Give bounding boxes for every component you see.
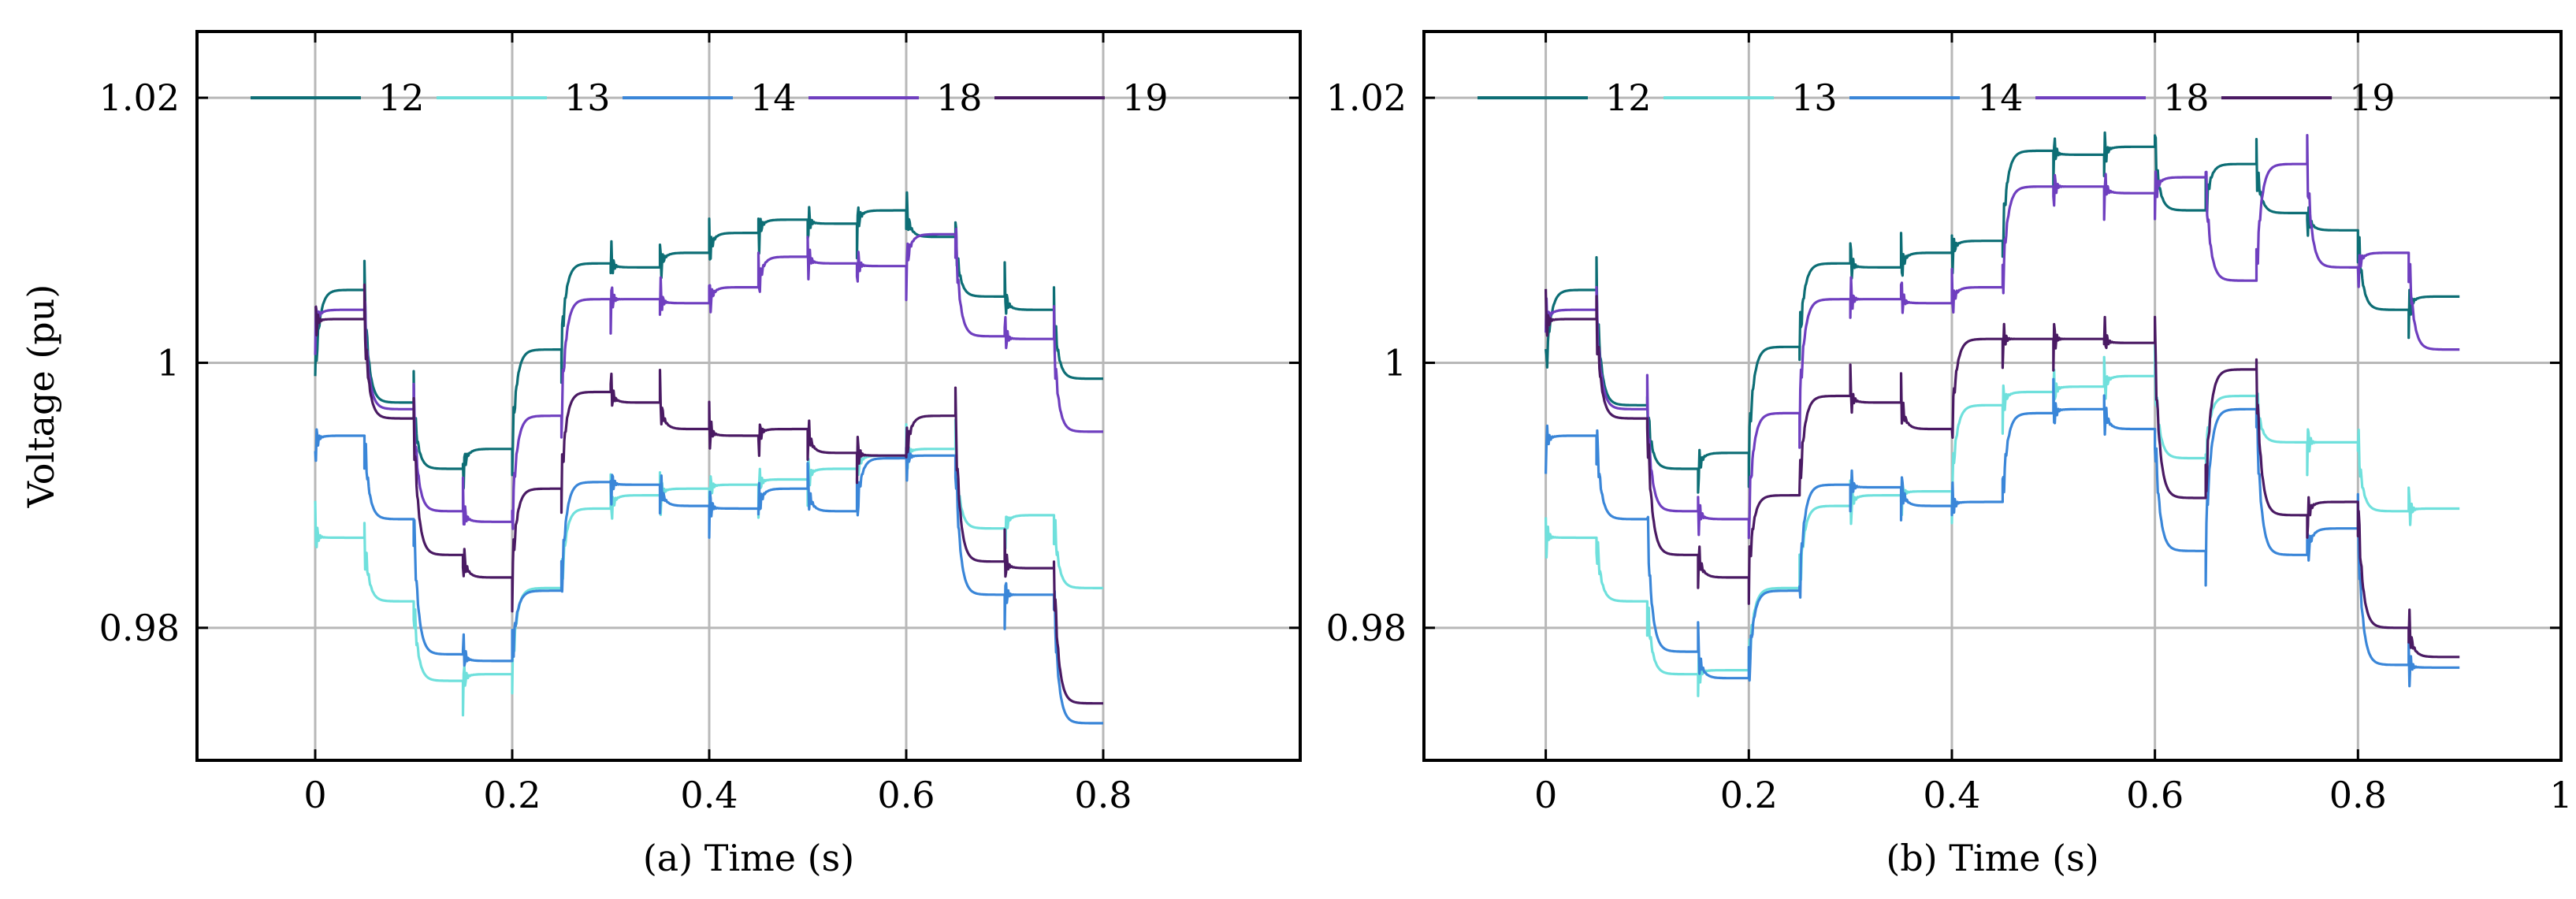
y-tick-label: 0.98	[99, 607, 180, 649]
series-group	[314, 191, 1104, 725]
y-tick-label: 1.02	[99, 76, 180, 119]
y-tick-label: 1	[1384, 341, 1407, 384]
x-tick-label: 0.2	[483, 774, 541, 816]
x-axis-label: (a) Time (s)	[643, 837, 854, 879]
series-line-19	[314, 283, 1104, 705]
legend-label-18: 18	[2163, 76, 2210, 119]
legend-label-19: 19	[2349, 76, 2396, 119]
legend-label-12: 12	[378, 76, 425, 119]
legend-label-12: 12	[1605, 76, 1652, 119]
x-tick-label: 0.2	[1720, 774, 1778, 816]
x-tick-label: 0	[1534, 774, 1557, 816]
series-line-14	[1544, 377, 2460, 688]
y-tick-label: 0.98	[1326, 607, 1407, 649]
x-tick-label: 0.4	[1923, 774, 1980, 816]
plot-frame	[195, 30, 1302, 762]
legend: 12 13 14 18 19	[1478, 76, 2396, 119]
panel-a: 0 0.2 0.4 0.6 0.8 0.98 1 1.02 (a) Time (s) Voltag…	[20, 30, 1302, 879]
plot-frame	[1422, 30, 2563, 762]
x-tick-label: 0.6	[2126, 774, 2184, 816]
x-tick-label: 0.6	[877, 774, 935, 816]
series-line-14	[314, 428, 1104, 725]
legend-label-13: 13	[1791, 76, 1838, 119]
legend-label-14: 14	[750, 76, 797, 119]
legend-label-19: 19	[1122, 76, 1169, 119]
series-line-13	[1544, 344, 2460, 697]
legend: 12 13 14 18 19	[251, 76, 1169, 119]
x-tick-label: 0	[303, 774, 326, 816]
x-axis-label: (b) Time (s)	[1886, 837, 2098, 879]
legend-label-14: 14	[1977, 76, 2024, 119]
series-line-19	[1544, 288, 2460, 659]
x-tick-label: 1	[2549, 774, 2572, 816]
legend-label-13: 13	[564, 76, 611, 119]
series-line-12	[314, 191, 1104, 490]
series-line-18	[314, 228, 1104, 530]
series-line-12	[1544, 131, 2460, 494]
series-group	[1544, 131, 2460, 697]
y-tick-label: 1.02	[1326, 76, 1407, 119]
x-tick-label: 0.8	[1074, 774, 1132, 816]
y-axis-label: Voltage (pu)	[20, 284, 62, 509]
y-tick-label: 1	[157, 341, 180, 384]
series-line-18	[1544, 134, 2460, 540]
x-tick-label: 0.8	[2329, 774, 2387, 816]
x-tick-label: 0.4	[680, 774, 738, 816]
legend-label-18: 18	[936, 76, 983, 119]
